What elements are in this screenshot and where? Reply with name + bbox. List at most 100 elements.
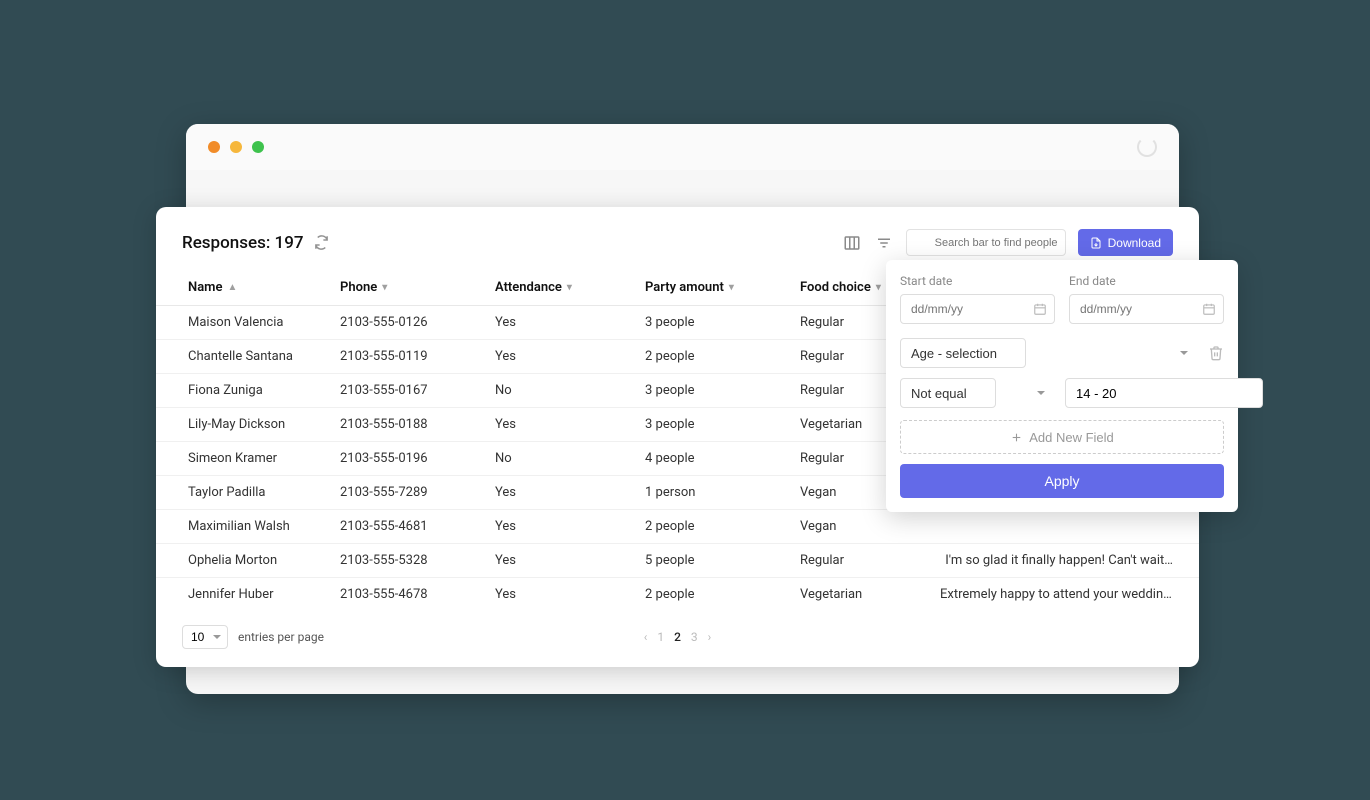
condition-value-input[interactable]: [1065, 378, 1263, 408]
calendar-icon: [1202, 302, 1216, 316]
responses-title: Responses: 197: [182, 233, 329, 253]
field-select-row: Age - selection: [900, 338, 1224, 368]
cell-food: Vegetarian: [786, 578, 926, 612]
field-select[interactable]: Age - selection: [900, 338, 1026, 368]
cell-attendance: Yes: [481, 306, 631, 340]
cell-food: Regular: [786, 544, 926, 578]
start-date-label: Start date: [900, 274, 1055, 288]
cell-attendance: Yes: [481, 340, 631, 374]
search-field[interactable]: [906, 229, 1066, 256]
calendar-icon: [1033, 302, 1047, 316]
sort-icon: ▾: [382, 282, 387, 293]
entries-label: entries per page: [238, 630, 324, 644]
traffic-lights: [208, 141, 264, 153]
cell-attendance: No: [481, 374, 631, 408]
end-date-field: End date: [1069, 274, 1224, 324]
refresh-icon[interactable]: [314, 235, 329, 250]
search-input[interactable]: [906, 229, 1066, 256]
cell-party: 5 people: [631, 544, 786, 578]
cell-phone: 2103-555-0167: [326, 374, 481, 408]
table-row[interactable]: Maximilian Walsh2103-555-4681Yes2 people…: [156, 510, 1199, 544]
filter-panel: Start date End date Age - selection Not …: [886, 260, 1238, 512]
cell-attendance: Yes: [481, 578, 631, 612]
cell-wishes: I'm so glad it finally happen! Can't wai…: [926, 544, 1199, 578]
col-name[interactable]: Name▲: [156, 270, 326, 306]
cell-name: Chantelle Santana: [156, 340, 326, 374]
responses-count: 197: [275, 233, 304, 253]
plus-icon: [1010, 431, 1023, 444]
table-footer: 10 entries per page ‹ 1 2 3 ›: [156, 611, 1199, 649]
cell-party: 2 people: [631, 578, 786, 612]
cell-phone: 2103-555-7289: [326, 476, 481, 510]
col-party[interactable]: Party amount▾: [631, 270, 786, 306]
pagination: ‹ 1 2 3 ›: [644, 630, 712, 644]
browser-titlebar: [186, 124, 1179, 170]
cell-name: Jennifer Huber: [156, 578, 326, 612]
cell-party: 3 people: [631, 374, 786, 408]
end-date-input[interactable]: [1069, 294, 1224, 324]
cell-phone: 2103-555-4681: [326, 510, 481, 544]
table-row[interactable]: Ophelia Morton2103-555-5328Yes5 peopleRe…: [156, 544, 1199, 578]
cell-phone: 2103-555-0188: [326, 408, 481, 442]
cell-party: 1 person: [631, 476, 786, 510]
sort-asc-icon: ▲: [227, 282, 237, 293]
cell-name: Maison Valencia: [156, 306, 326, 340]
sort-icon: ▾: [567, 282, 572, 293]
responses-title-prefix: Responses:: [182, 233, 270, 253]
page-prev-icon[interactable]: ‹: [644, 630, 648, 644]
start-date-input[interactable]: [900, 294, 1055, 324]
cell-phone: 2103-555-0119: [326, 340, 481, 374]
cell-phone: 2103-555-0126: [326, 306, 481, 340]
sort-icon: ▾: [729, 282, 734, 293]
page-2[interactable]: 2: [674, 630, 681, 644]
download-icon: [1090, 237, 1102, 249]
download-label: Download: [1108, 236, 1161, 250]
cell-wishes: Extremely happy to attend your wedding…: [926, 578, 1199, 612]
cell-attendance: Yes: [481, 510, 631, 544]
entries-per-page-select[interactable]: 10: [182, 625, 228, 649]
close-icon[interactable]: [208, 141, 220, 153]
page-3[interactable]: 3: [691, 630, 698, 644]
date-range-row: Start date End date: [900, 274, 1224, 324]
apply-button[interactable]: Apply: [900, 464, 1224, 498]
start-date-field: Start date: [900, 274, 1055, 324]
cell-party: 2 people: [631, 510, 786, 544]
cell-attendance: Yes: [481, 476, 631, 510]
download-button[interactable]: Download: [1078, 229, 1173, 256]
condition-select[interactable]: Not equal: [900, 378, 996, 408]
cell-party: 4 people: [631, 442, 786, 476]
cell-name: Lily-May Dickson: [156, 408, 326, 442]
cell-party: 3 people: [631, 306, 786, 340]
col-phone[interactable]: Phone▾: [326, 270, 481, 306]
filter-icon[interactable]: [874, 233, 894, 253]
condition-row: Not equal: [900, 378, 1224, 408]
cell-attendance: No: [481, 442, 631, 476]
entries-select-wrap[interactable]: 10: [182, 625, 228, 649]
maximize-icon[interactable]: [252, 141, 264, 153]
cell-wishes: [926, 510, 1199, 544]
add-field-label: Add New Field: [1029, 430, 1114, 445]
cell-party: 2 people: [631, 340, 786, 374]
trash-icon[interactable]: [1208, 345, 1224, 361]
cell-name: Simeon Kramer: [156, 442, 326, 476]
minimize-icon[interactable]: [230, 141, 242, 153]
cell-name: Maximilian Walsh: [156, 510, 326, 544]
cell-phone: 2103-555-5328: [326, 544, 481, 578]
sort-icon: ▾: [876, 282, 881, 293]
cell-name: Fiona Zuniga: [156, 374, 326, 408]
page-1[interactable]: 1: [657, 630, 664, 644]
cell-name: Taylor Padilla: [156, 476, 326, 510]
cell-name: Ophelia Morton: [156, 544, 326, 578]
cell-attendance: Yes: [481, 544, 631, 578]
cell-phone: 2103-555-0196: [326, 442, 481, 476]
cell-phone: 2103-555-4678: [326, 578, 481, 612]
loading-spinner-icon: [1137, 137, 1157, 157]
cell-party: 3 people: [631, 408, 786, 442]
cell-attendance: Yes: [481, 408, 631, 442]
columns-icon[interactable]: [842, 233, 862, 253]
table-row[interactable]: Jennifer Huber2103-555-4678Yes2 peopleVe…: [156, 578, 1199, 612]
header-actions: Download: [842, 229, 1173, 256]
col-attendance[interactable]: Attendance▾: [481, 270, 631, 306]
page-next-icon[interactable]: ›: [708, 630, 712, 644]
add-field-button[interactable]: Add New Field: [900, 420, 1224, 454]
